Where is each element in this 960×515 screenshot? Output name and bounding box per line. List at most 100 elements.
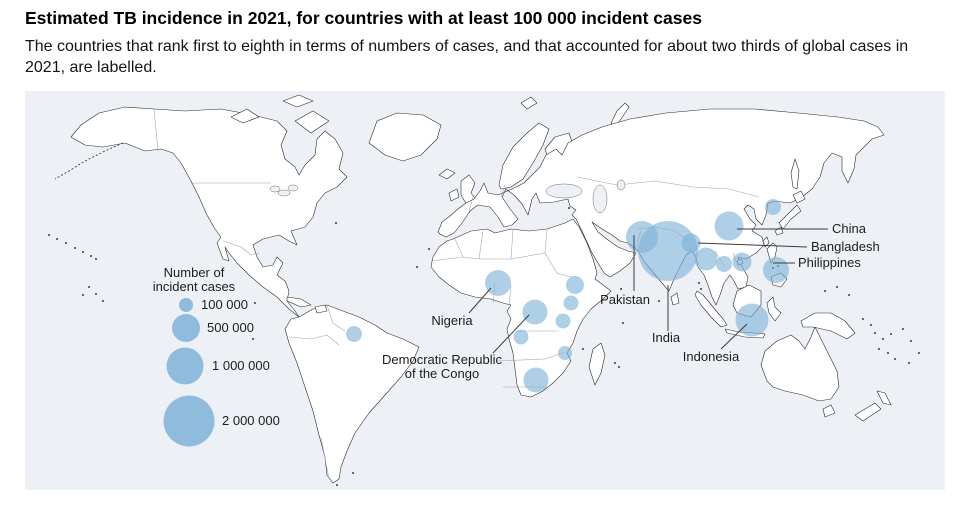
figure-subtitle: The countries that rank first to eighth … — [25, 38, 909, 77]
bubble-ethiopia — [566, 275, 584, 294]
landmass — [286, 296, 312, 307]
legend-label-100-000: 100 000 — [201, 297, 248, 312]
country-border — [508, 284, 512, 305]
landmass — [588, 342, 606, 385]
bubble-south-africa — [523, 367, 549, 393]
bubble-tanzania — [555, 313, 571, 329]
island-dot — [614, 361, 616, 364]
island-dot — [65, 241, 67, 244]
bubble-dpr-korea — [765, 198, 781, 215]
island-dot — [910, 339, 912, 342]
country-label-nigeria: Nigeria — [431, 313, 473, 328]
island-dot — [352, 471, 354, 474]
leader-line-democratic-republic-of-the-congo — [492, 314, 530, 353]
landmass — [760, 326, 840, 401]
country-border — [544, 228, 548, 253]
inland-sea — [269, 185, 281, 192]
island-dot — [622, 321, 624, 324]
landmass — [284, 304, 420, 483]
bubble-democratic-republic-of-the-congo — [522, 299, 548, 325]
leader-line-indonesia — [720, 323, 748, 349]
bubble-brazil — [346, 325, 362, 342]
island-dot — [82, 250, 84, 253]
bubble-angola — [513, 329, 529, 345]
legend-circle-500-000 — [172, 313, 200, 342]
landmass — [498, 122, 550, 189]
country-border — [454, 238, 464, 257]
bubble-philippines — [763, 256, 789, 283]
inland-sea — [277, 189, 291, 196]
island-dot — [335, 221, 337, 224]
bubble-indonesia — [735, 303, 769, 337]
island-dot — [848, 293, 850, 296]
island-dot — [908, 361, 910, 364]
landmass — [437, 108, 885, 305]
legend-circle-2-000-000 — [163, 395, 215, 447]
island-dot — [618, 365, 620, 368]
country-border — [478, 230, 484, 259]
island-dot — [95, 257, 97, 260]
bubble-thailand — [716, 255, 732, 272]
legend-label-1-000-000: 1 000 000 — [212, 358, 270, 373]
island-dot — [874, 331, 876, 334]
landmasses — [54, 94, 892, 483]
landmass — [822, 404, 836, 417]
island-dot — [252, 337, 254, 340]
country-border — [500, 184, 506, 197]
island-dot — [824, 289, 826, 292]
bubble-myanmar — [694, 247, 718, 271]
island-dot — [870, 323, 872, 326]
landmass — [800, 312, 856, 339]
legend-label-2-000-000: 2 000 000 — [222, 413, 280, 428]
country-border — [468, 196, 474, 211]
legend-label-500-000: 500 000 — [207, 320, 254, 335]
incidence-bubbles — [346, 198, 789, 393]
island-dot — [95, 292, 97, 295]
landmass — [694, 290, 728, 327]
island-dot — [620, 287, 622, 290]
leader-line-nigeria — [468, 287, 492, 313]
inland-sea — [592, 184, 608, 213]
landmass — [438, 168, 456, 179]
landmass — [448, 188, 460, 201]
country-label-bangladesh: Bangladesh — [811, 239, 880, 254]
island-dot — [862, 317, 864, 320]
bubble-viet-nam — [732, 252, 752, 272]
inland-sea — [616, 179, 626, 190]
island-dot — [416, 265, 418, 268]
landmass — [670, 292, 680, 305]
map-panel: Pakistan India Indonesia Nigeria Democratic … — [25, 90, 945, 490]
bubble-nigeria — [485, 269, 511, 296]
country-label-pakistan: Pakistan — [600, 292, 650, 307]
legend-title: Number of incident cases — [153, 265, 236, 294]
island-dot — [90, 254, 92, 257]
bubble-bangladesh — [681, 233, 701, 253]
legend-circle-100-000 — [179, 297, 193, 312]
island-dot — [894, 357, 896, 360]
island-dot — [658, 299, 660, 302]
country-label-china: China — [832, 221, 867, 236]
bubble-mozambique — [558, 345, 572, 360]
country-border — [496, 352, 564, 361]
island-dot — [74, 246, 76, 249]
island-dot — [698, 281, 700, 284]
figure-title: Estimated TB incidence in 2021, for coun… — [25, 8, 702, 28]
island-dot — [887, 351, 889, 354]
country-label-indonesia: Indonesia — [683, 349, 740, 364]
country-border — [222, 240, 260, 255]
country-label-democratic-republic-of-the-congo: Democratic Republic of the Congo — [382, 352, 502, 381]
landmass — [792, 190, 806, 203]
legend-circle-1-000-000 — [166, 347, 204, 385]
island-dot — [882, 337, 884, 340]
country-border — [153, 108, 159, 151]
island-dot — [582, 347, 584, 350]
country-label-philippines: Philippines — [798, 255, 861, 270]
landmass — [854, 402, 882, 421]
country-border — [544, 252, 572, 277]
country-border — [320, 436, 330, 479]
island-dot — [918, 351, 920, 354]
island-dot — [254, 301, 256, 304]
landmass — [282, 94, 314, 107]
